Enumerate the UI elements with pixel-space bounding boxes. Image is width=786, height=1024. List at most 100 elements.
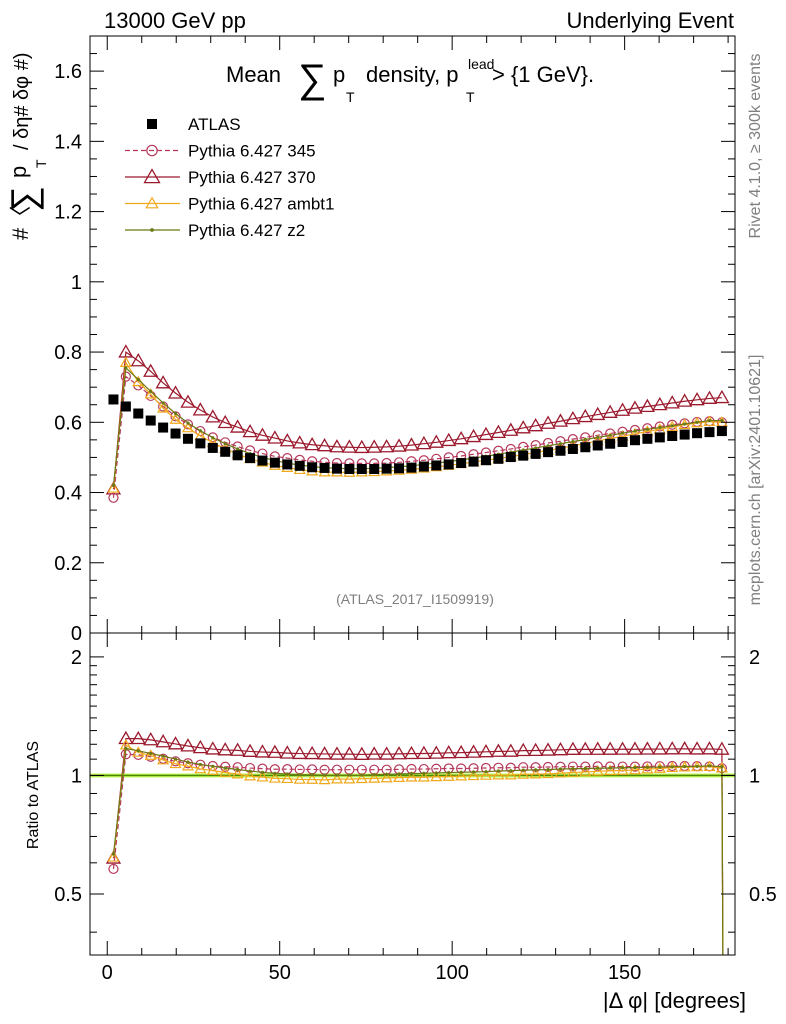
z2-point (670, 424, 674, 428)
atlas-point (147, 119, 157, 129)
s370-point (490, 424, 507, 439)
s370-point (403, 437, 420, 451)
title-mean: Mean (226, 62, 281, 87)
s370-point (552, 413, 569, 427)
atlas-point (182, 433, 193, 444)
z2-point (260, 770, 265, 774)
s345-point (642, 761, 653, 772)
s370-point (267, 430, 283, 444)
atlas-point (617, 436, 628, 447)
s370-point (379, 746, 395, 760)
ambt1-line (112, 360, 722, 489)
s370-point (714, 741, 730, 755)
atlas-point (369, 464, 380, 475)
ylabel-sum-symbol: ∑ (3, 186, 44, 212)
s370-point (590, 741, 606, 755)
s345-point (580, 432, 591, 443)
z2-point (534, 446, 538, 450)
ambt1-point (405, 771, 418, 782)
s370-point (627, 400, 643, 414)
s370-point (701, 741, 718, 755)
legend-label-atlas: ATLAS (188, 115, 241, 134)
ambt1-point (393, 771, 406, 783)
ambt1-point (380, 771, 393, 783)
z2-point (248, 769, 252, 773)
y-tick-label: 1 (71, 272, 82, 294)
atlas-point (505, 452, 516, 463)
s345-point (580, 761, 591, 772)
s370-point (329, 439, 345, 453)
y-tick-label: 0.6 (54, 412, 82, 434)
atlas-point (555, 445, 566, 456)
s345-point (629, 761, 641, 772)
z2-point (273, 771, 277, 775)
legend-label-ambt1: Pythia 6.427 ambt1 (188, 195, 334, 214)
atlas-point (257, 455, 268, 466)
z2-point (186, 760, 190, 764)
atlas-point (294, 460, 305, 471)
s370-point (155, 375, 171, 389)
z2-point (670, 765, 674, 769)
ambt1-point (206, 764, 219, 776)
s370-point (267, 744, 283, 758)
ambt1-point (554, 766, 567, 778)
atlas-point (456, 458, 467, 469)
z2-point (136, 749, 140, 753)
z2-point (310, 773, 314, 777)
s345-point (567, 761, 578, 772)
y-tick-label: 1.2 (54, 202, 82, 224)
x-tick-label: 100 (435, 962, 468, 984)
s370-point (391, 438, 407, 452)
s370-point (341, 439, 357, 453)
s370-point (465, 428, 482, 443)
ambt1-point (181, 759, 194, 771)
s370-point (528, 742, 544, 757)
s370-point (304, 745, 320, 760)
ambt1-point (442, 770, 455, 781)
header-right: Underlying Event (566, 8, 734, 33)
z2-point (720, 765, 724, 769)
z2-point (124, 746, 128, 751)
ambt1-point (430, 770, 443, 782)
title-density: density, p (366, 62, 459, 87)
s370-point (441, 744, 457, 759)
title-threshold: > {1 GeV}. (492, 62, 594, 87)
atlas-point (543, 447, 554, 458)
legend-label-s345: Pythia 6.427 345 (188, 142, 316, 161)
s370-point (689, 392, 705, 406)
atlas-point (307, 462, 318, 473)
s370-point (205, 409, 221, 423)
s370-point (540, 415, 556, 429)
title-p: p (333, 62, 345, 87)
z2-point (434, 771, 438, 775)
s370-point (515, 420, 531, 434)
z2-point (645, 765, 649, 769)
atlas-point (195, 438, 206, 449)
s370-point (652, 741, 668, 755)
x-tick-label: 150 (608, 962, 641, 984)
z2-point (360, 773, 364, 777)
s345-ratio-line (112, 753, 724, 956)
ratio-tick-label: 1 (71, 765, 82, 787)
z2-point (484, 770, 488, 774)
z2-point (620, 766, 625, 770)
s370-point (230, 742, 246, 756)
atlas-point (356, 464, 367, 475)
ambt1-point (244, 769, 257, 781)
z2-point (608, 766, 612, 770)
s370-point (379, 439, 395, 453)
ratio-tick-label-right: 0.5 (749, 884, 777, 906)
z2-point (534, 768, 538, 772)
title-p-sub: T (346, 89, 355, 105)
z2-point (347, 773, 351, 777)
z2-point (583, 437, 587, 442)
s370-point (540, 742, 556, 756)
s370-point (167, 385, 184, 399)
s370-point (490, 743, 507, 757)
s370-point (279, 433, 295, 447)
s370-point (652, 396, 668, 411)
ambt1-point (628, 763, 642, 775)
title-lead-sup: lead (468, 56, 494, 72)
s370-point (453, 430, 469, 445)
